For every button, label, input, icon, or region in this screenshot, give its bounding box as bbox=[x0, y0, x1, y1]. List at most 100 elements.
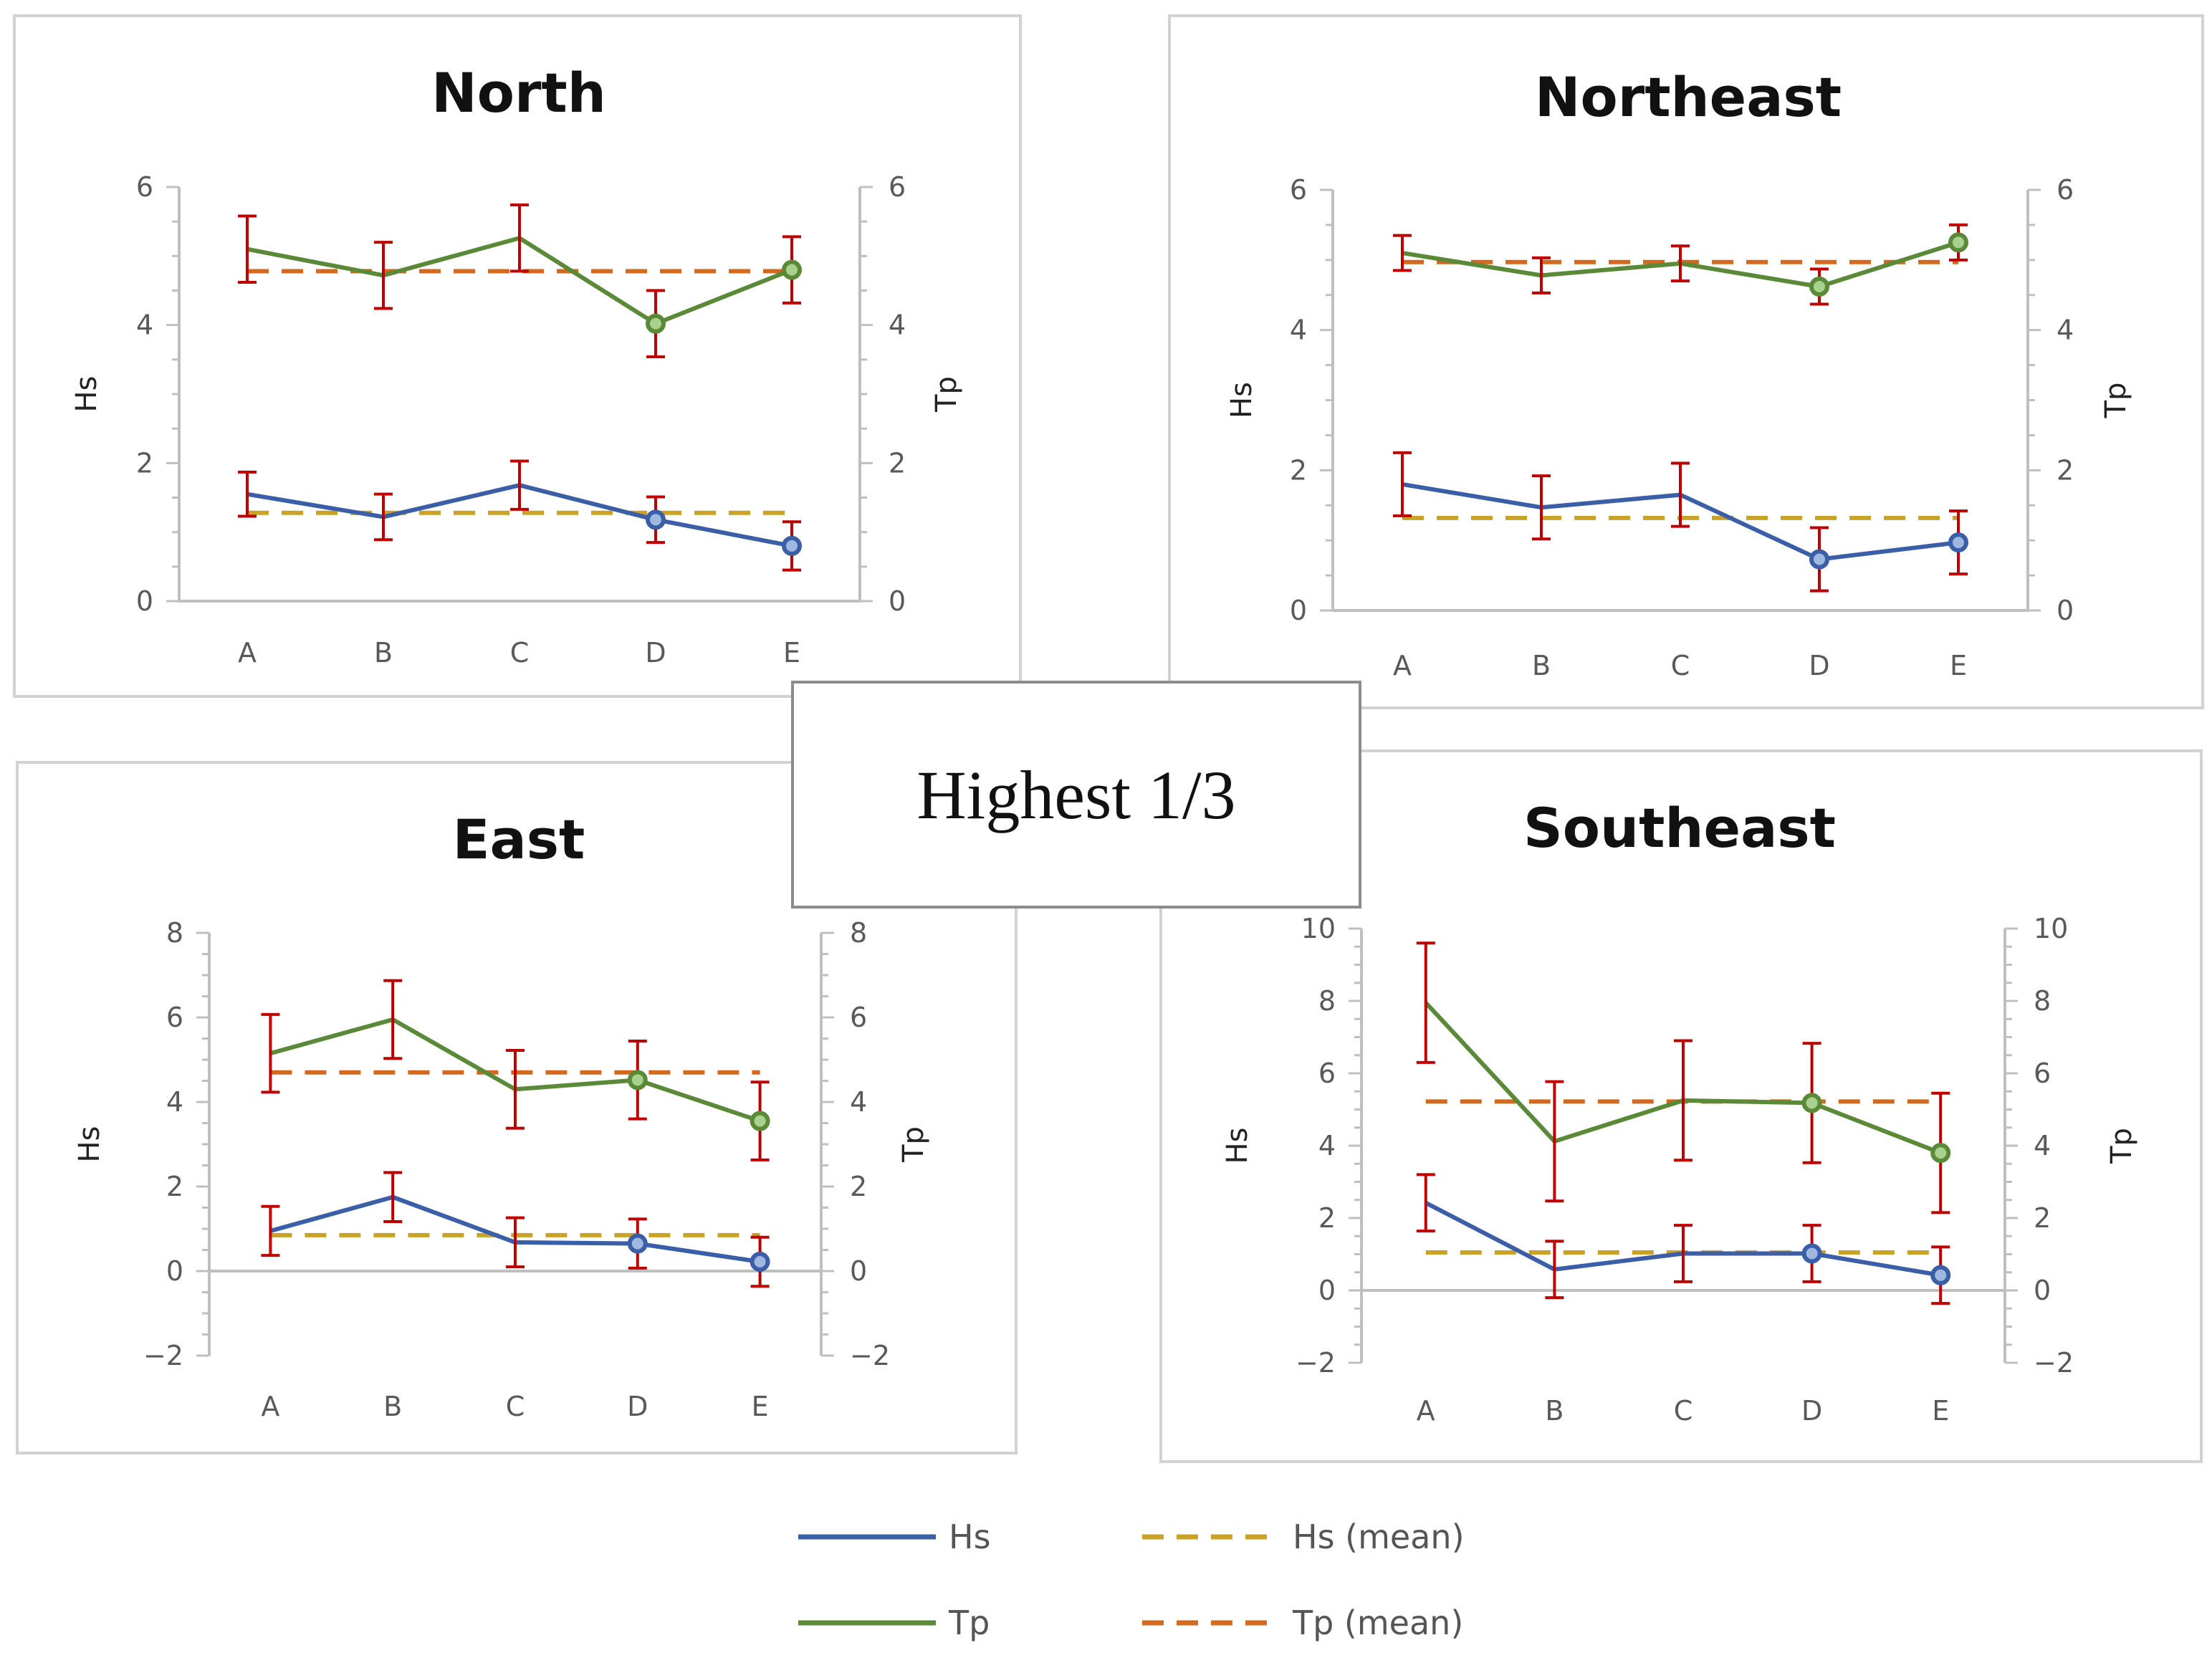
y-tick-label-left: 6 bbox=[166, 1002, 183, 1033]
y-tick-label-left: 4 bbox=[1290, 315, 1307, 346]
hs-data-point-marker bbox=[627, 1233, 648, 1254]
legend-label-hs-mean: Hs (mean) bbox=[1293, 1518, 1465, 1556]
y-tick-label-right: −2 bbox=[850, 1340, 890, 1371]
y-tick-label-right: 4 bbox=[2034, 1130, 2051, 1161]
x-tick-label: B bbox=[1532, 650, 1551, 681]
x-tick-label: C bbox=[510, 637, 530, 668]
y-tick-label-left: 4 bbox=[136, 310, 153, 341]
y-tick-label-right: 6 bbox=[2057, 174, 2074, 206]
y-tick-label-left: 2 bbox=[136, 447, 153, 479]
tp-data-point-marker bbox=[1930, 1143, 1951, 1164]
y-tick-label-left: 2 bbox=[1318, 1202, 1336, 1234]
x-tick-label: D bbox=[1809, 650, 1829, 681]
y-tick-label-left: −2 bbox=[143, 1340, 183, 1371]
x-tick-label: C bbox=[1671, 650, 1690, 681]
y-tick-label-right: 0 bbox=[889, 585, 906, 617]
legend-label-tp: Tp bbox=[949, 1604, 990, 1642]
x-tick-label: B bbox=[383, 1391, 402, 1422]
x-tick-label: E bbox=[752, 1391, 769, 1422]
y-tick-label-left: 2 bbox=[166, 1171, 183, 1202]
y-axis-title-right: Tp bbox=[897, 1126, 930, 1163]
chart-title: Northeast bbox=[1535, 65, 1842, 129]
y-axis-title-right: Tp bbox=[930, 376, 963, 413]
tp-data-point-marker bbox=[1801, 1093, 1822, 1113]
legend-label-hs: Hs bbox=[949, 1518, 991, 1556]
x-tick-label: D bbox=[1801, 1395, 1822, 1427]
y-tick-label-right: 0 bbox=[850, 1255, 867, 1287]
y-tick-label-right: 4 bbox=[889, 310, 906, 341]
hs-data-point-marker bbox=[1801, 1243, 1822, 1264]
y-tick-label-left: 8 bbox=[1318, 985, 1336, 1017]
callout-label: Highest 1/3 bbox=[916, 756, 1236, 833]
legend-item-hs: Hs bbox=[795, 1512, 991, 1562]
chart-northeast: Northeast 0 0 2 2 4 4 6 6 A B C D E Hs Tp bbox=[1225, 65, 2132, 681]
y-tick-label-right: −2 bbox=[2034, 1347, 2074, 1379]
y-tick-label-right: 8 bbox=[850, 917, 867, 949]
y-tick-label-left: −2 bbox=[1296, 1347, 1336, 1379]
hs-data-point-marker bbox=[1948, 532, 1968, 553]
tp-data-point-marker bbox=[750, 1111, 770, 1131]
y-tick-label-right: 2 bbox=[889, 447, 906, 479]
y-tick-label-right: 6 bbox=[889, 171, 906, 203]
hs-data-point-marker bbox=[1930, 1265, 1951, 1285]
x-tick-label: D bbox=[627, 1391, 648, 1422]
legend-label-tp-mean: Tp (mean) bbox=[1293, 1604, 1464, 1642]
legend-swatch-tp-mean bbox=[1142, 1620, 1280, 1626]
y-tick-label-right: 2 bbox=[2034, 1202, 2051, 1234]
y-tick-label-left: 4 bbox=[1318, 1130, 1336, 1161]
y-tick-label-left: 8 bbox=[166, 917, 183, 949]
x-tick-label: A bbox=[1417, 1395, 1435, 1427]
legend-swatch-hs-mean bbox=[1142, 1534, 1280, 1540]
y-tick-label-left: 6 bbox=[1290, 174, 1307, 206]
y-tick-label-right: 6 bbox=[850, 1002, 867, 1033]
chart-title: Southeast bbox=[1523, 796, 1836, 860]
tp-data-point-marker bbox=[627, 1070, 648, 1091]
y-axis-title-right: Tp bbox=[2105, 1128, 2138, 1164]
tp-data-point-marker bbox=[782, 259, 802, 280]
y-tick-label-right: 0 bbox=[2034, 1275, 2051, 1306]
y-tick-label-left: 0 bbox=[136, 585, 153, 617]
x-tick-label: E bbox=[783, 637, 800, 668]
hs-data-point-marker bbox=[1809, 549, 1829, 570]
x-tick-label: D bbox=[645, 637, 666, 668]
y-tick-label-right: 0 bbox=[2057, 595, 2074, 626]
y-tick-label-right: 10 bbox=[2034, 913, 2068, 944]
chart-legend: Hs Hs (mean) Tp Tp (mean) bbox=[795, 1512, 1512, 1655]
y-tick-label-right: 6 bbox=[2034, 1058, 2051, 1089]
y-tick-label-right: 8 bbox=[2034, 985, 2051, 1017]
x-tick-label: C bbox=[506, 1391, 525, 1422]
x-tick-label: E bbox=[1950, 650, 1967, 681]
x-tick-label: A bbox=[238, 637, 257, 668]
highest-one-third-callout: Highest 1/3 bbox=[791, 681, 1361, 909]
x-tick-label: A bbox=[1393, 650, 1412, 681]
y-tick-label-left: 0 bbox=[1318, 1275, 1336, 1306]
chart-title: North bbox=[431, 61, 606, 125]
y-tick-label-right: 4 bbox=[2057, 315, 2074, 346]
chart-title: East bbox=[453, 807, 585, 871]
chart-panel-northeast: Northeast 0 0 2 2 4 4 6 6 A B C D E Hs Tp bbox=[1168, 14, 2204, 709]
y-tick-label-left: 2 bbox=[1290, 454, 1307, 486]
y-axis-title-left: Hs bbox=[70, 376, 103, 413]
y-tick-label-left: 0 bbox=[1290, 595, 1307, 626]
x-tick-label: B bbox=[1545, 1395, 1564, 1427]
x-tick-label: C bbox=[1674, 1395, 1693, 1427]
hs-data-point-marker bbox=[750, 1252, 770, 1272]
chart-east: East −2 −2 0 0 2 2 4 4 6 6 8 8 A B C D E Hs Tp bbox=[73, 807, 930, 1422]
tp-data-point-marker bbox=[646, 313, 666, 334]
y-tick-label-left: 4 bbox=[166, 1086, 183, 1118]
y-tick-label-left: 10 bbox=[1301, 913, 1336, 944]
hs-data-point-marker bbox=[782, 535, 802, 556]
tp-data-point-marker bbox=[1809, 277, 1829, 297]
hs-data-point-marker bbox=[646, 509, 666, 530]
y-tick-label-right: 2 bbox=[2057, 454, 2074, 486]
y-axis-title-left: Hs bbox=[1225, 382, 1258, 418]
x-tick-label: E bbox=[1932, 1395, 1949, 1427]
y-tick-label-right: 4 bbox=[850, 1086, 867, 1118]
chart-panel-north: North 0 0 2 2 4 4 6 6 A B C D E Hs Tp bbox=[13, 14, 1022, 698]
y-tick-label-right: 2 bbox=[850, 1171, 867, 1202]
chart-southeast: Southeast −2 −2 0 0 2 2 4 4 6 6 8 8 10 10 A B C D E Hs Tp bbox=[1221, 796, 2138, 1427]
legend-swatch-hs bbox=[798, 1534, 936, 1540]
x-tick-label: B bbox=[374, 637, 393, 668]
y-tick-label-left: 6 bbox=[1318, 1058, 1336, 1089]
x-tick-label: A bbox=[261, 1391, 279, 1422]
